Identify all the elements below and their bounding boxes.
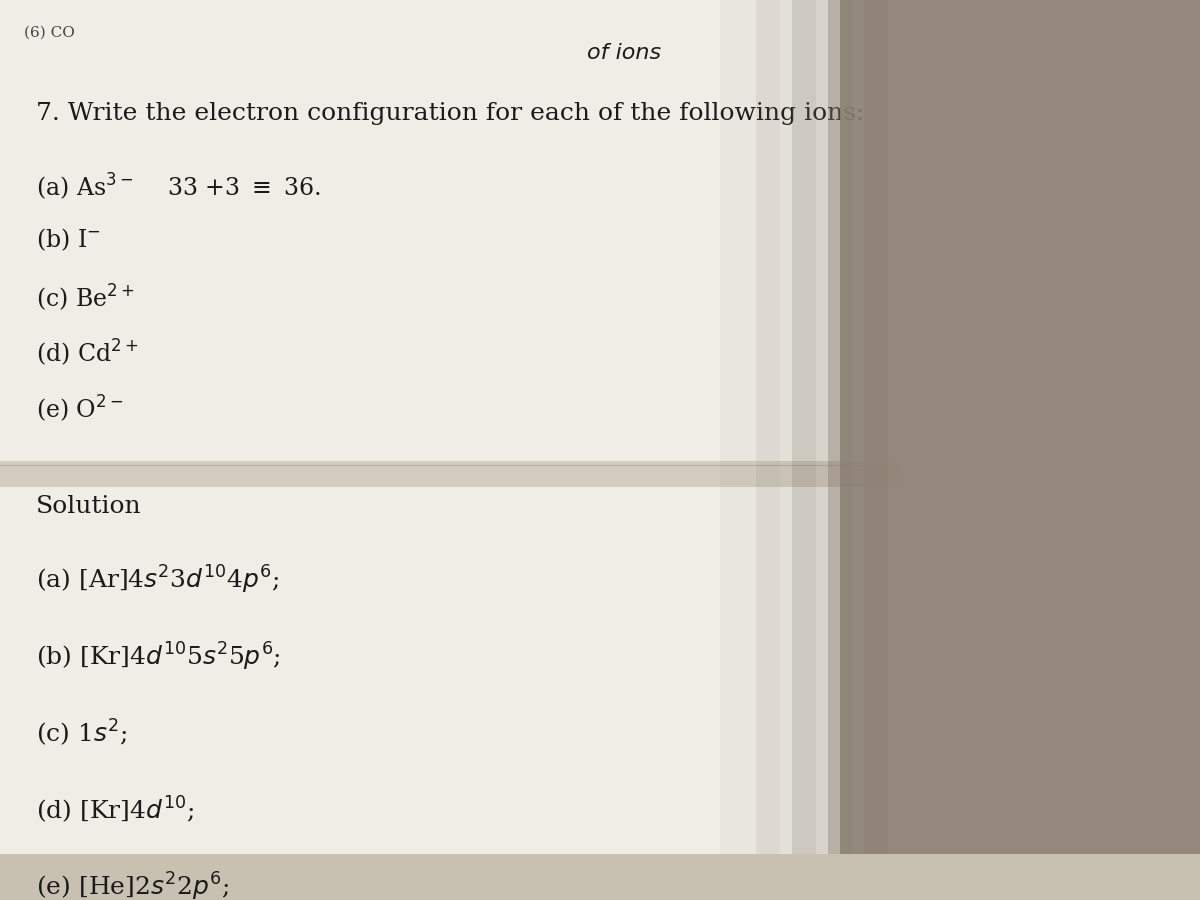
FancyBboxPatch shape — [756, 0, 816, 854]
Text: (d) Cd$^{2+}$: (d) Cd$^{2+}$ — [36, 338, 138, 368]
Text: (b) [Kr]4$d^{10}$5$s^2$5$p^6$;: (b) [Kr]4$d^{10}$5$s^2$5$p^6$; — [36, 641, 281, 672]
Text: (c) 1$s^2$;: (c) 1$s^2$; — [36, 717, 127, 748]
Text: of ions: of ions — [587, 42, 661, 63]
Text: 7. Write the electron configuration for each of the following ions:: 7. Write the electron configuration for … — [36, 103, 864, 125]
Text: (e) [He]2$s^2$2$p^6$;: (e) [He]2$s^2$2$p^6$; — [36, 871, 229, 900]
FancyBboxPatch shape — [840, 0, 1200, 854]
Text: Solution: Solution — [36, 495, 142, 518]
Text: (a) As$^{3-}$    33 +3 $\equiv$ 36.: (a) As$^{3-}$ 33 +3 $\equiv$ 36. — [36, 171, 320, 202]
Text: (b) I$^{-}$: (b) I$^{-}$ — [36, 226, 101, 253]
Text: (c) Be$^{2+}$: (c) Be$^{2+}$ — [36, 282, 134, 312]
FancyBboxPatch shape — [0, 0, 864, 854]
FancyBboxPatch shape — [828, 0, 888, 854]
Text: (e) O$^{2-}$: (e) O$^{2-}$ — [36, 392, 124, 424]
Text: (d) [Kr]4$d^{10}$;: (d) [Kr]4$d^{10}$; — [36, 794, 194, 825]
Text: (a) [Ar]4$s^2$3$d^{10}$4$p^6$;: (a) [Ar]4$s^2$3$d^{10}$4$p^6$; — [36, 563, 278, 596]
FancyBboxPatch shape — [0, 461, 900, 487]
Text: (6) CO: (6) CO — [24, 25, 74, 40]
FancyBboxPatch shape — [720, 0, 780, 854]
FancyBboxPatch shape — [792, 0, 852, 854]
